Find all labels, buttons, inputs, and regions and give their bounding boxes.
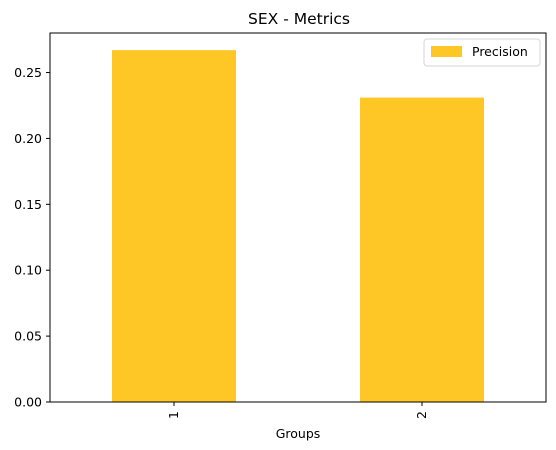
y-axis: 0.00 0.05 0.10 0.15 0.20 0.25 xyxy=(14,65,50,410)
plot-frame xyxy=(49,32,547,403)
bar-2 xyxy=(360,97,484,402)
bars-group xyxy=(112,50,484,402)
legend: Precision xyxy=(423,38,541,67)
x-tick-label-1: 1 xyxy=(166,411,181,419)
y-tick-label-0: 0.00 xyxy=(14,395,42,410)
legend-frame xyxy=(423,38,541,67)
x-tick-label-2: 2 xyxy=(414,411,429,419)
x-axis-label: Groups xyxy=(276,426,321,441)
y-tick-label-2: 0.10 xyxy=(14,263,42,278)
chart-title: SEX - Metrics xyxy=(248,10,350,28)
y-tick-label-3: 0.15 xyxy=(14,197,42,212)
y-tick-label-4: 0.20 xyxy=(14,131,42,146)
y-tick-label-5: 0.25 xyxy=(14,65,42,80)
legend-label-precision: Precision xyxy=(472,44,528,59)
legend-swatch-precision xyxy=(431,46,462,57)
y-tick-label-1: 0.05 xyxy=(14,329,42,344)
bar-1 xyxy=(112,50,236,402)
